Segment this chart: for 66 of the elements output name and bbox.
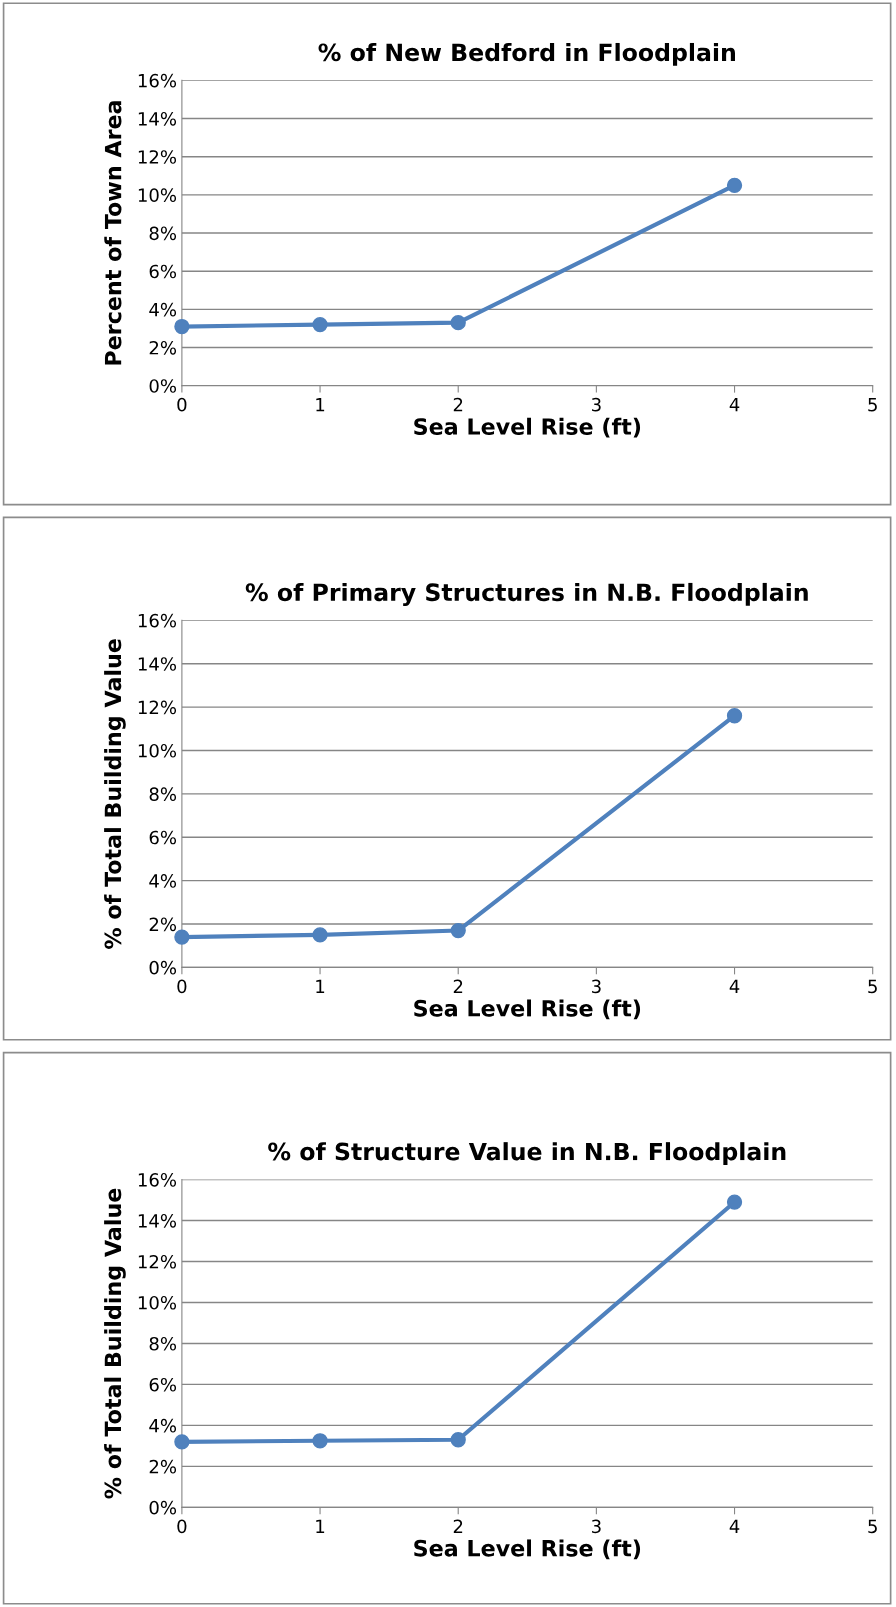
- point: [450, 922, 466, 939]
- y-tick-label: 4%: [149, 874, 177, 888]
- x-tick-label: 5: [868, 1519, 877, 1534]
- y-tick-label: 12%: [138, 1254, 177, 1269]
- x-tick-label: 3: [592, 397, 601, 412]
- y-tick-label: 16%: [138, 1173, 177, 1187]
- point: [450, 1432, 466, 1448]
- point: [174, 1434, 190, 1450]
- point: [726, 177, 743, 193]
- y-tick-label: 10%: [138, 743, 177, 758]
- x-tick-label: 0: [177, 397, 187, 412]
- y-tick-label: 12%: [138, 150, 177, 164]
- y-tick-label: 16%: [138, 73, 177, 88]
- y-tick-label: 14%: [138, 657, 177, 671]
- y-tick-label: 10%: [138, 1295, 177, 1310]
- x-tick-label: 5: [868, 398, 877, 412]
- y-tick-label: 0%: [149, 1500, 177, 1515]
- y-tick-label: 0%: [149, 960, 177, 975]
- y-tick-label: 4%: [149, 302, 177, 317]
- point: [174, 318, 190, 335]
- chart-title: % of Primary Structures in N.B. Floodplain: [245, 582, 808, 606]
- point: [312, 1433, 328, 1449]
- x-tick-label: 4: [729, 1519, 740, 1533]
- point: [726, 1194, 743, 1210]
- x-tick-label: 2: [453, 1519, 463, 1533]
- y-tick-label: 12%: [138, 700, 177, 715]
- y-tick-label: 8%: [149, 787, 177, 801]
- point: [174, 929, 190, 945]
- y-tick-label: 8%: [149, 226, 177, 241]
- point: [312, 316, 328, 333]
- y-axis-title: % of Total Building Value: [104, 639, 126, 949]
- y-tick-label: 6%: [149, 264, 177, 279]
- y-tick-label: 8%: [149, 1336, 177, 1351]
- x-axis-title: Sea Level Rise (ft): [414, 1539, 641, 1560]
- x-axis-title: Sea Level Rise (ft): [414, 417, 641, 438]
- y-tick-label: 4%: [149, 1418, 177, 1433]
- x-tick-label: 4: [729, 979, 740, 993]
- y-axis-title: % of Total Building Value: [104, 1188, 126, 1499]
- y-tick-label: 16%: [138, 613, 177, 628]
- x-tick-label: 1: [316, 1519, 325, 1533]
- point: [726, 708, 743, 724]
- y-axis-title: Percent of Town Area: [104, 101, 122, 365]
- point: [450, 315, 466, 331]
- x-tick-label: 1: [316, 979, 325, 993]
- chart-title: % of Structure Value in N.B. Floodplain: [268, 1142, 786, 1165]
- y-tick-label: 2%: [149, 917, 177, 932]
- y-tick-label: 0%: [149, 379, 177, 393]
- x-tick-label: 0: [177, 1519, 187, 1534]
- point: [312, 927, 328, 943]
- x-tick-label: 5: [868, 979, 877, 994]
- y-tick-label: 14%: [138, 111, 177, 126]
- x-tick-label: 2: [453, 979, 463, 993]
- y-tick-label: 6%: [149, 830, 177, 845]
- x-axis-title: Sea Level Rise (ft): [414, 999, 641, 1020]
- x-tick-label: 0: [177, 979, 187, 994]
- x-tick-label: 3: [592, 979, 601, 994]
- y-tick-label: 2%: [149, 340, 177, 355]
- chart-title: % of New Bedford in Floodplain: [318, 42, 735, 66]
- y-tick-label: 2%: [149, 1459, 177, 1474]
- x-tick-label: 3: [592, 1519, 601, 1534]
- y-tick-label: 10%: [138, 188, 177, 202]
- x-tick-label: 4: [729, 398, 740, 412]
- y-tick-label: 6%: [149, 1377, 177, 1392]
- x-tick-label: 2: [453, 397, 463, 412]
- y-tick-label: 14%: [138, 1213, 177, 1228]
- x-tick-label: 1: [316, 398, 325, 412]
